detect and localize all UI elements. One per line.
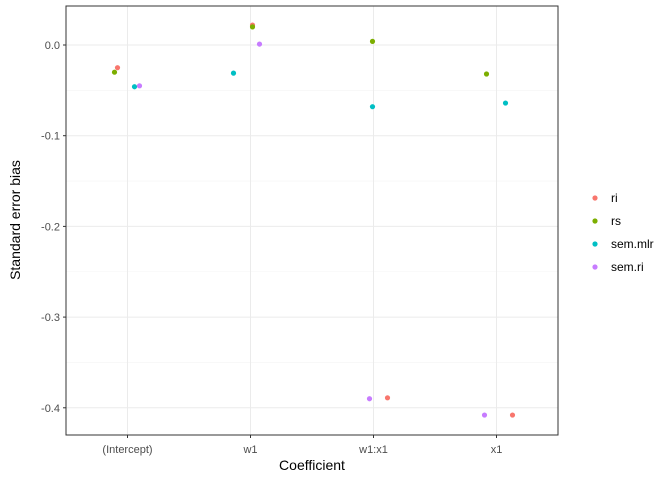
legend-label: sem.ri xyxy=(611,260,644,274)
x-tick-label: w1:x1 xyxy=(358,444,388,456)
point-ri xyxy=(114,65,121,71)
point-sem-ri xyxy=(481,412,488,418)
y-tick-label: -0.3 xyxy=(41,312,60,324)
x-axis: (Intercept) w1 w1:x1 x1 xyxy=(102,435,502,456)
y-tick-label: -0.1 xyxy=(41,131,60,143)
point-rs xyxy=(249,24,256,30)
y-axis: 0.0 -0.1 -0.2 -0.3 -0.4 xyxy=(41,40,66,415)
legend-label: rs xyxy=(611,214,621,228)
point-sem-mlr xyxy=(230,70,237,76)
y-tick-label: -0.4 xyxy=(41,403,60,415)
x-tick-label: x1 xyxy=(491,444,503,456)
legend-label: sem.mlr xyxy=(611,237,654,251)
legend: ri rs sem.mlr sem.ri xyxy=(592,191,654,274)
point-sem-mlr xyxy=(369,104,376,110)
x-tick-label: w1 xyxy=(242,444,257,456)
point-rs xyxy=(111,69,118,75)
legend-label: ri xyxy=(611,191,618,205)
point-rs xyxy=(483,71,490,77)
x-axis-title: Coefficient xyxy=(279,457,345,473)
legend-key-ri xyxy=(592,195,598,201)
y-tick-label: -0.2 xyxy=(41,221,60,233)
y-tick-label: 0.0 xyxy=(45,40,60,52)
point-rs xyxy=(369,38,376,44)
y-axis-title: Standard error bias xyxy=(7,160,23,280)
panel-border xyxy=(65,5,559,436)
legend-key-rs xyxy=(592,218,598,224)
legend-key-sem-mlr xyxy=(592,241,598,247)
point-sem-ri xyxy=(256,41,263,47)
grid xyxy=(66,6,558,435)
legend-key-sem-ri xyxy=(592,264,598,270)
point-sem-ri xyxy=(136,83,143,89)
point-sem-mlr xyxy=(131,84,138,90)
point-sem-ri xyxy=(366,396,373,402)
point-ri xyxy=(509,412,516,418)
point-sem-mlr xyxy=(502,100,509,106)
x-tick-label: (Intercept) xyxy=(102,444,152,456)
data-points xyxy=(111,22,516,418)
point-ri xyxy=(384,395,391,401)
